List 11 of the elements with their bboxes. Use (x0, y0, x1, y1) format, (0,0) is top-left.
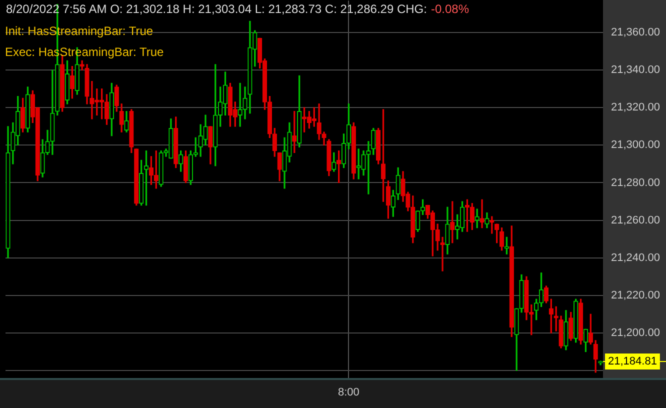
y-tick-label: 21,340.00 (611, 64, 660, 76)
y-tick-label: 21,220.00 (611, 289, 660, 302)
y-tick-label: 21,320.00 (611, 102, 660, 114)
annotation: -0.08% (430, 2, 469, 16)
y-tick-label: 21,280.00 (611, 176, 660, 189)
y-tick-label: 21,200.00 (611, 326, 660, 339)
y-tick-label: 21,260.00 (611, 214, 660, 226)
y-tick-label: 21,360.00 (611, 26, 660, 39)
y-tick-label: 21,300.00 (611, 139, 660, 152)
y-tick-label: 21,240.00 (611, 252, 660, 264)
x-tick-label: 8:00 (338, 386, 360, 399)
